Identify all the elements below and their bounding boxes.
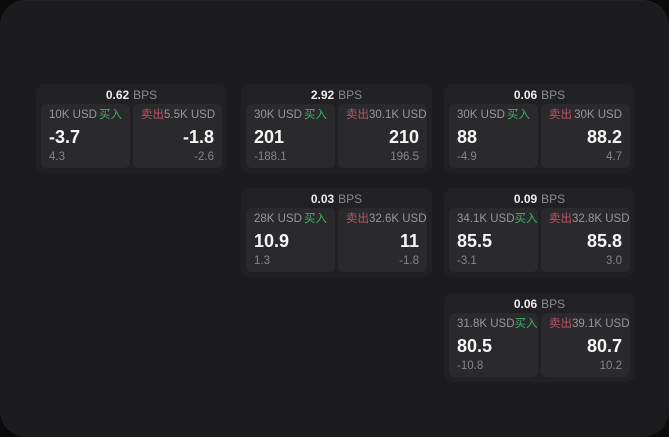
sell-price: 11 — [399, 230, 419, 251]
sell-panel[interactable]: 卖出 5.5K USD -1.8 -2.6 — [133, 104, 222, 168]
sell-price: 85.8 — [586, 230, 622, 251]
card-header: 2.92 BPS — [241, 84, 432, 104]
bps-value: 2.92 — [310, 87, 335, 102]
sell-size: 32.6K USD — [369, 213, 427, 225]
bps-label: BPS — [338, 191, 363, 206]
buy-panel[interactable]: 10K USD 买入 -3.7 4.3 — [41, 104, 130, 168]
bps-label: BPS — [541, 87, 566, 102]
sell-size: 39.1K USD — [572, 318, 630, 330]
buy-panel[interactable]: 28K USD 买入 10.9 1.3 — [246, 208, 335, 272]
card-header: 0.03 BPS — [241, 188, 432, 208]
bps-label: BPS — [541, 191, 566, 206]
quote-panels: 28K USD 买入 10.9 1.3 卖出 32.6K USD 11 -1.8 — [246, 208, 427, 272]
sell-label: 卖出 — [141, 109, 164, 121]
buy-label: 买入 — [507, 109, 530, 121]
sell-label: 卖出 — [549, 109, 572, 121]
buy-price: 80.5 — [457, 335, 493, 356]
buy-label: 买入 — [304, 213, 327, 225]
sell-label: 卖出 — [346, 213, 369, 225]
sell-price: -1.8 — [182, 126, 214, 147]
sell-delta: 3.0 — [606, 254, 622, 267]
sell-delta: 10.2 — [599, 359, 622, 372]
card-header: 0.09 BPS — [444, 188, 635, 208]
bps-label: BPS — [133, 87, 158, 102]
quote-panels: 30K USD 买入 201 -188.1 卖出 30.1K USD 210 1… — [246, 104, 427, 168]
sell-delta: -1.8 — [399, 254, 419, 267]
buy-price: 201 — [254, 126, 285, 147]
buy-price: 10.9 — [254, 230, 290, 251]
sell-size: 30K USD — [574, 109, 622, 121]
buy-size: 28K USD — [254, 213, 302, 225]
sell-panel[interactable]: 卖出 30.1K USD 210 196.5 — [338, 104, 427, 168]
buy-size: 30K USD — [254, 109, 302, 121]
buy-delta: 1.3 — [254, 254, 270, 267]
sell-panel[interactable]: 卖出 32.6K USD 11 -1.8 — [338, 208, 427, 272]
buy-panel[interactable]: 31.8K USD 买入 80.5 -10.8 — [449, 313, 538, 377]
buy-size: 31.8K USD — [457, 318, 515, 330]
card-header: 0.06 BPS — [444, 293, 635, 313]
buy-price: -3.7 — [49, 126, 81, 147]
buy-price: 88 — [457, 126, 478, 147]
buy-size: 10K USD — [49, 109, 97, 121]
sell-panel[interactable]: 卖出 39.1K USD 80.7 10.2 — [541, 313, 630, 377]
quote-card[interactable]: 0.03 BPS 28K USD 买入 10.9 1.3 卖出 32.6K US… — [241, 188, 432, 277]
buy-label: 买入 — [99, 109, 122, 121]
buy-panel[interactable]: 30K USD 买入 88 -4.9 — [449, 104, 538, 168]
sell-price: 80.7 — [586, 335, 622, 356]
bps-value: 0.62 — [105, 87, 130, 102]
bps-value: 0.06 — [513, 87, 538, 102]
buy-delta: -10.8 — [457, 359, 484, 372]
sell-panel[interactable]: 卖出 30K USD 88.2 4.7 — [541, 104, 630, 168]
bps-label: BPS — [541, 296, 566, 311]
bps-value: 0.03 — [310, 191, 335, 206]
quote-panels: 34.1K USD 买入 85.5 -3.1 卖出 32.8K USD 85.8… — [449, 208, 630, 272]
buy-delta: -3.1 — [457, 254, 477, 267]
bps-label: BPS — [338, 87, 363, 102]
buy-panel[interactable]: 30K USD 买入 201 -188.1 — [246, 104, 335, 168]
sell-label: 卖出 — [549, 213, 572, 225]
sell-label: 卖出 — [346, 109, 369, 121]
bps-value: 0.09 — [513, 191, 538, 206]
buy-delta: -188.1 — [254, 150, 287, 163]
sell-delta: -2.6 — [194, 150, 214, 163]
quote-panels: 31.8K USD 买入 80.5 -10.8 卖出 39.1K USD 80.… — [449, 313, 630, 377]
sell-price: 88.2 — [586, 126, 622, 147]
quote-card[interactable]: 0.06 BPS 31.8K USD 买入 80.5 -10.8 卖出 39.1… — [444, 293, 635, 382]
buy-size: 30K USD — [457, 109, 505, 121]
sell-price: 210 — [388, 126, 419, 147]
quote-card[interactable]: 0.06 BPS 30K USD 买入 88 -4.9 卖出 30K USD 8… — [444, 84, 635, 173]
quote-panels: 30K USD 买入 88 -4.9 卖出 30K USD 88.2 4.7 — [449, 104, 630, 168]
sell-panel[interactable]: 卖出 32.8K USD 85.8 3.0 — [541, 208, 630, 272]
buy-delta: -4.9 — [457, 150, 477, 163]
buy-label: 买入 — [304, 109, 327, 121]
sell-size: 5.5K USD — [164, 109, 216, 121]
quote-card[interactable]: 2.92 BPS 30K USD 买入 201 -188.1 卖出 30.1K … — [241, 84, 432, 173]
card-header: 0.06 BPS — [444, 84, 635, 104]
buy-delta: 4.3 — [49, 150, 65, 163]
sell-size: 32.8K USD — [572, 213, 630, 225]
sell-label: 卖出 — [549, 318, 572, 330]
buy-size: 34.1K USD — [457, 213, 515, 225]
sell-delta: 196.5 — [390, 150, 419, 163]
buy-label: 买入 — [514, 213, 538, 225]
quote-panels: 10K USD 买入 -3.7 4.3 卖出 5.5K USD -1.8 -2.… — [41, 104, 222, 168]
buy-panel[interactable]: 34.1K USD 买入 85.5 -3.1 — [449, 208, 538, 272]
quote-card[interactable]: 0.09 BPS 34.1K USD 买入 85.5 -3.1 卖出 32.8K… — [444, 188, 635, 277]
buy-label: 买入 — [514, 318, 538, 330]
bps-value: 0.06 — [513, 296, 538, 311]
quote-card[interactable]: 0.62 BPS 10K USD 买入 -3.7 4.3 卖出 5.5K USD… — [36, 84, 227, 173]
sell-size: 30.1K USD — [369, 109, 427, 121]
card-header: 0.62 BPS — [36, 84, 227, 104]
sell-delta: 4.7 — [606, 150, 622, 163]
buy-price: 85.5 — [457, 230, 493, 251]
